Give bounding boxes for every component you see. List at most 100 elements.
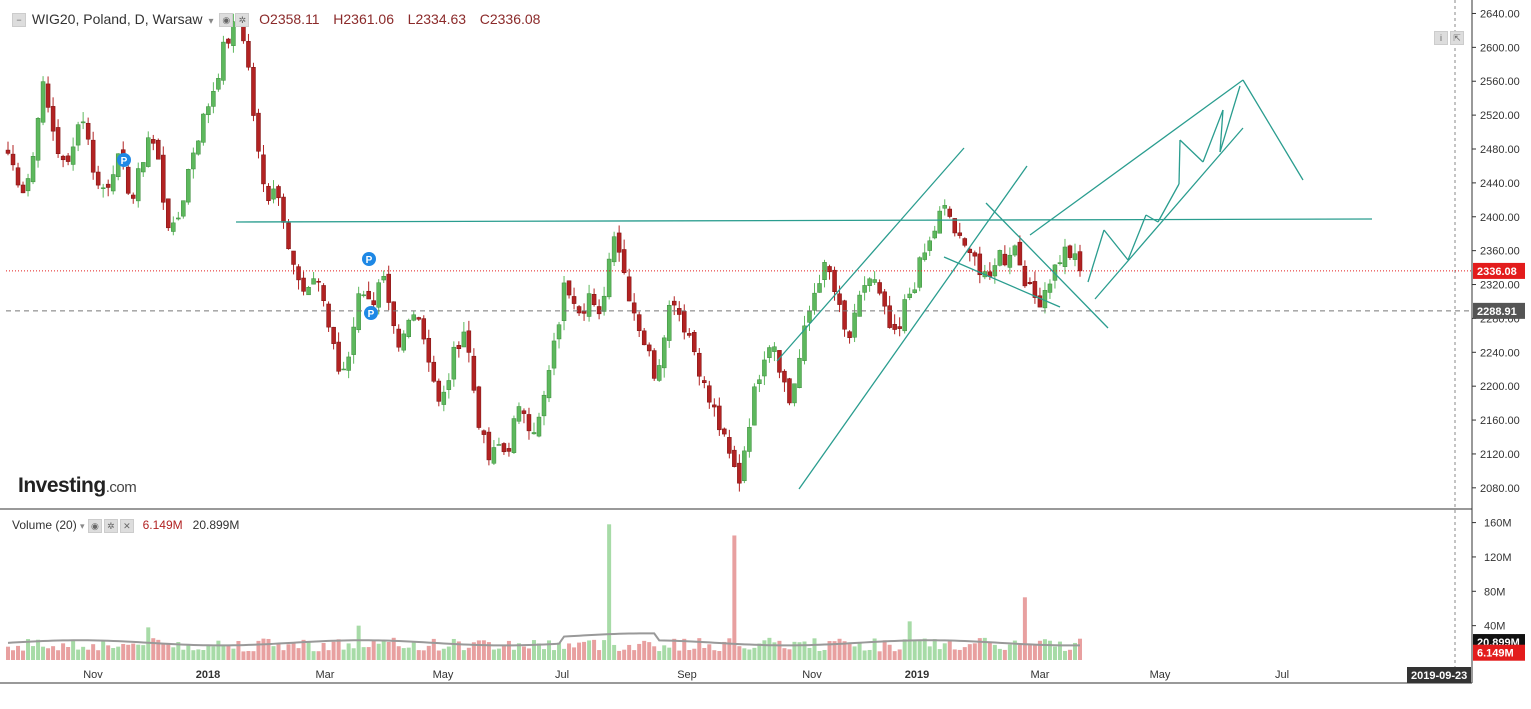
date-tag: 2019-09-23	[1411, 670, 1467, 682]
volume-bar	[56, 650, 61, 660]
volume-bar	[121, 643, 126, 660]
volume-bar	[1032, 644, 1037, 660]
volume-bar	[607, 524, 612, 660]
eye-icon[interactable]: ◉	[87, 518, 102, 533]
volume-bar	[897, 649, 902, 660]
collapse-icon[interactable]: −	[12, 13, 26, 28]
candle-body	[286, 222, 291, 250]
candle-body	[476, 386, 482, 428]
forecast-wave	[1127, 214, 1147, 261]
candle-body	[491, 447, 497, 464]
volume-bar	[892, 651, 897, 660]
candle-body	[55, 127, 61, 154]
volume-label[interactable]: Volume (20)	[12, 518, 77, 532]
volume-bar	[1002, 649, 1007, 660]
gear-icon[interactable]: ✲	[103, 518, 118, 533]
volume-bar	[842, 641, 847, 660]
volume-bar	[1078, 638, 1082, 660]
volume-bar	[6, 646, 10, 660]
volume-bar	[852, 646, 857, 660]
pivot-marker	[362, 252, 376, 266]
volume-bar	[857, 643, 862, 660]
candle-body	[601, 295, 607, 312]
symbol-label[interactable]: WIG20, Poland, D, Warsaw	[31, 11, 203, 27]
candle-body	[436, 380, 442, 402]
candle-body	[1032, 281, 1038, 298]
candle-body	[531, 432, 537, 435]
volume-bar	[887, 644, 892, 660]
volume-bar	[1047, 640, 1052, 660]
volume-bar	[96, 650, 101, 660]
candle-body	[386, 273, 391, 303]
volume-bar	[186, 644, 191, 660]
volume-bar	[291, 642, 296, 660]
grid	[0, 0, 1473, 684]
candle-body	[1022, 265, 1028, 287]
price-tick-label: 2160.00	[1480, 415, 1520, 427]
candle-body	[401, 333, 406, 351]
volume-bar	[106, 645, 111, 660]
candle-body	[10, 153, 16, 166]
candle-body	[451, 346, 457, 380]
candle-body	[742, 450, 747, 482]
candle-body	[516, 406, 522, 422]
volume-bar	[667, 647, 672, 660]
volume-bar	[256, 640, 261, 660]
candle-body	[481, 430, 487, 435]
candle-body	[561, 282, 567, 322]
candle-body	[747, 427, 752, 452]
volume-bar	[732, 535, 737, 660]
volume-tag: 6.149M	[1477, 648, 1514, 660]
volume-bar	[562, 648, 567, 660]
volume-bar	[597, 650, 602, 660]
eye-icon[interactable]: ◉	[219, 13, 234, 28]
volume-bar	[41, 646, 46, 660]
volume-bar	[326, 650, 331, 660]
volume-bar	[932, 639, 937, 660]
channel-upper	[776, 147, 965, 362]
candle-body	[316, 281, 321, 283]
volume-bar	[1027, 644, 1032, 660]
candle-body	[45, 83, 51, 108]
candle-body	[707, 385, 712, 403]
volume-bar	[762, 640, 767, 660]
volume-bar	[962, 647, 967, 660]
candle-body	[717, 405, 722, 431]
volume-bar	[832, 641, 837, 660]
chevron-down-icon[interactable]: ▾	[80, 521, 85, 531]
info-icon[interactable]: i	[1434, 30, 1448, 45]
candle-body	[366, 290, 371, 300]
volume-bar	[176, 642, 181, 660]
pivot-marker	[364, 306, 378, 320]
forecast-wave	[1179, 139, 1204, 163]
volume-bar	[697, 638, 702, 660]
volume-bar	[1042, 639, 1047, 660]
gear-icon[interactable]: ✲	[235, 13, 250, 28]
close-icon[interactable]: ✕	[119, 518, 134, 533]
expand-icon[interactable]: ⇱	[1450, 30, 1464, 45]
volume-bar	[311, 651, 316, 660]
volume-bar	[797, 642, 802, 660]
pivot-markers: P P P	[117, 153, 378, 320]
candle-body	[571, 296, 577, 304]
candle-body	[251, 67, 256, 116]
candle-body	[847, 331, 852, 338]
volume-bar	[191, 650, 196, 660]
candle-body	[1072, 253, 1078, 260]
candle-body	[972, 252, 978, 257]
candle-body	[666, 305, 672, 341]
volume-bar	[997, 648, 1002, 660]
volume-bar	[782, 648, 787, 660]
candle-body	[1067, 245, 1073, 258]
volume-bar	[226, 645, 231, 660]
volume-bar	[401, 648, 406, 660]
candle-body	[837, 293, 842, 305]
candle-body	[441, 391, 447, 405]
candle-body	[752, 386, 757, 426]
candle-body	[757, 379, 762, 384]
chevron-down-icon[interactable]: ▾	[208, 16, 214, 27]
candle-body	[110, 174, 116, 192]
volume-bar	[912, 640, 917, 660]
volume-bar	[471, 642, 476, 660]
